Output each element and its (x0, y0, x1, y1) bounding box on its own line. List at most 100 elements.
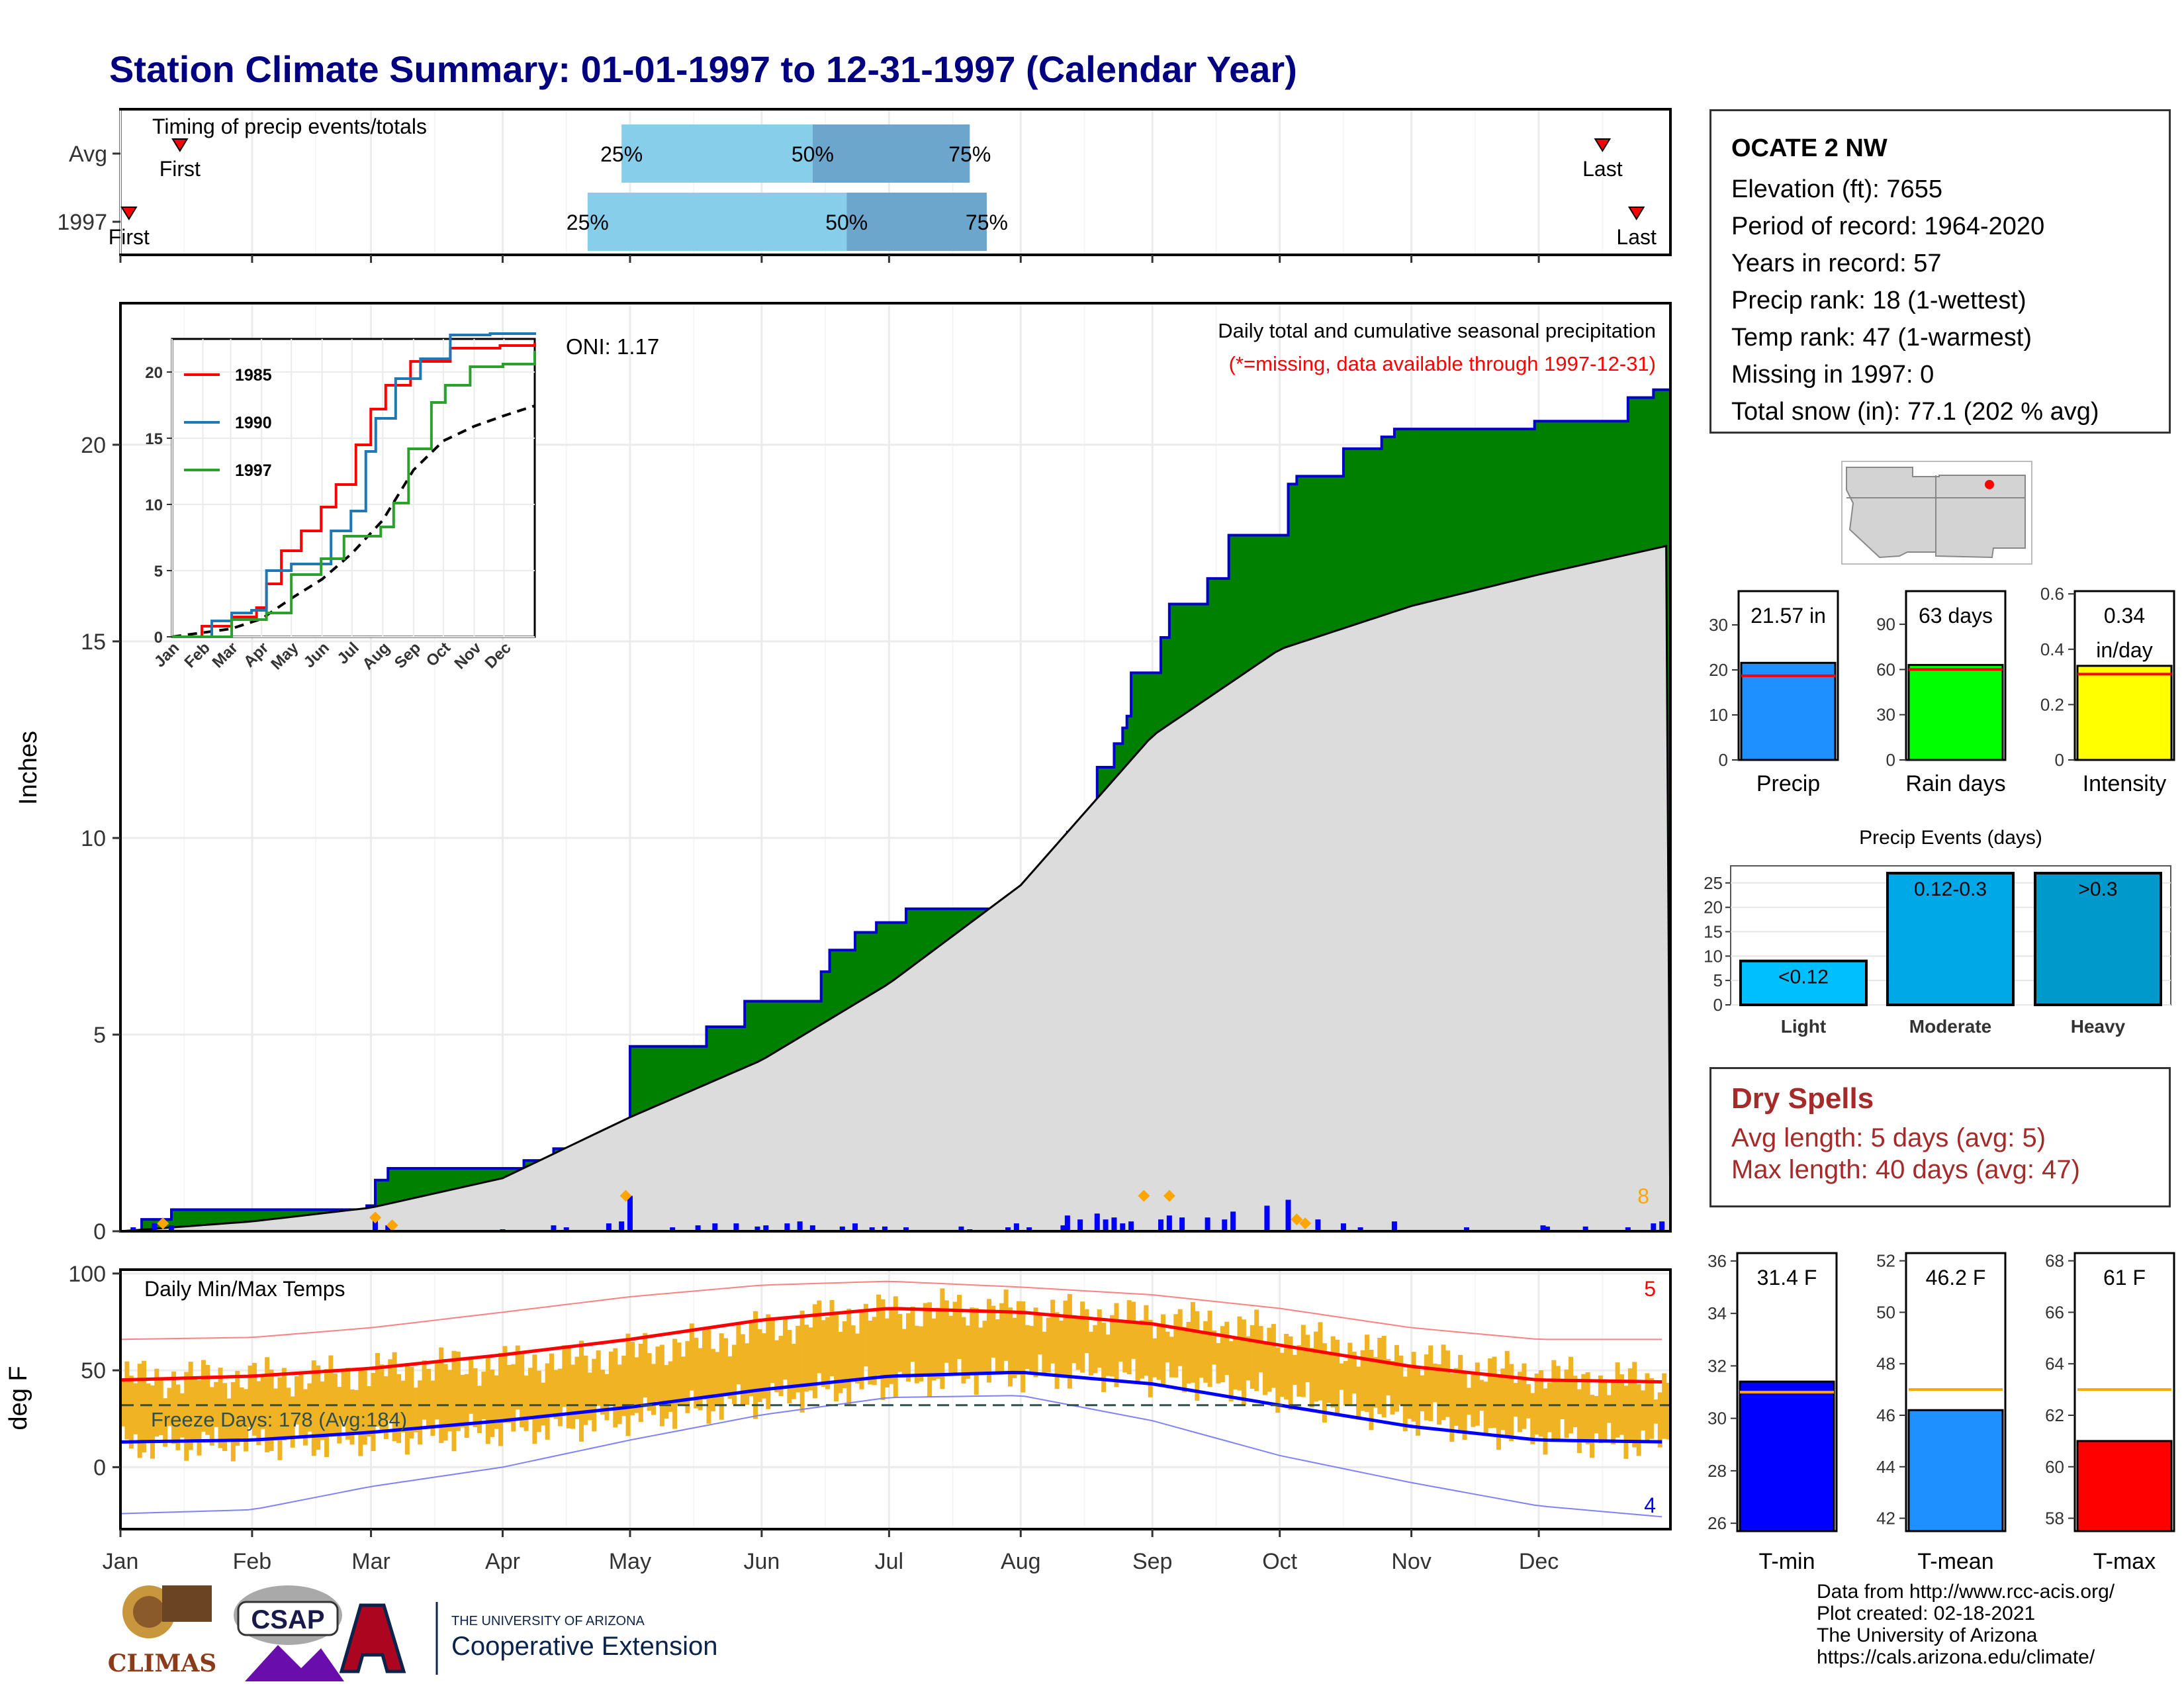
avg-min-line (120, 1370, 1662, 1444)
csap-mountains (245, 1645, 344, 1681)
daily-temp-bar (1335, 1339, 1340, 1415)
main-title: Daily total and cumulative seasonal prec… (1218, 319, 1656, 342)
timing-q50-label: 50% (825, 211, 868, 234)
daily-precip-bar (1026, 1227, 1032, 1231)
daily-temp-bar (434, 1361, 439, 1420)
precip-rain-days-axis-label: Rain days (1905, 771, 2005, 796)
daily-precip-bar (869, 1227, 875, 1231)
daily-temp-bar (511, 1364, 516, 1432)
daily-temp-bar (226, 1398, 232, 1440)
credit-line: The University of Arizona (1817, 1624, 2038, 1646)
daily-temp-bar (158, 1378, 163, 1436)
daily-temp-bar (307, 1383, 312, 1432)
daily-temp-bar (668, 1361, 673, 1412)
daily-temp-bar (1199, 1331, 1204, 1378)
inset-legend-label: 1997 (235, 461, 272, 480)
daily-temp-bar (553, 1370, 559, 1419)
credit-line: https://cals.arizona.edu/climate/ (1817, 1646, 2095, 1668)
daily-temp-bar (1351, 1352, 1357, 1394)
daily-temp-bar (1008, 1307, 1013, 1387)
daily-temp-bar (188, 1362, 193, 1450)
daily-temp-bar (1314, 1331, 1319, 1402)
daily-temp-bar (1615, 1362, 1620, 1438)
daily-temp-bar (1233, 1338, 1238, 1389)
inset-legend-label: 1985 (235, 366, 272, 385)
daily-temp-bar (940, 1288, 945, 1389)
daily-temp-bar (1666, 1383, 1671, 1440)
inset-y-tick-label: 15 (145, 430, 163, 448)
temp-t-mean-panel: 42 44 46 48 50 52 46.2 F T-mean (1876, 1251, 2007, 1574)
daily-temp-bar (791, 1344, 796, 1399)
daily-precip-bar (1103, 1219, 1109, 1231)
daily-temp-bar (859, 1311, 864, 1389)
precip-rain-days-bar (1907, 664, 2004, 761)
daily-temp-bar (1033, 1307, 1038, 1378)
daily-temp-bar (1271, 1324, 1276, 1388)
daily-temp-bar (694, 1337, 699, 1409)
temp-t-max-value-label: 61 F (2103, 1266, 2146, 1289)
daily-temp-bar (239, 1387, 244, 1438)
daily-temp-bar (244, 1389, 249, 1452)
daily-temp-bar (1212, 1331, 1217, 1365)
inset-y-tick-label: 5 (154, 563, 163, 581)
daily-temp-bar (1024, 1325, 1030, 1370)
daily-temp-bar (1402, 1376, 1408, 1432)
daily-temp-bar (702, 1330, 707, 1400)
daily-temp-bar (1420, 1375, 1425, 1411)
daily-temp-bar (1641, 1390, 1646, 1430)
daily-temp-bar (1564, 1369, 1569, 1438)
daily-temp-bar (494, 1375, 499, 1429)
precip-intensity-tick-label: 0.2 (2040, 694, 2064, 714)
page-title: Station Climate Summary: 01-01-1997 to 1… (109, 48, 1297, 90)
daily-temp-bar (638, 1343, 643, 1423)
daily-temp-bar (1250, 1325, 1255, 1389)
daily-temp-bar (736, 1325, 741, 1385)
daily-temp-bar (345, 1368, 351, 1440)
daily-precip-bar (958, 1226, 964, 1231)
daily-temp-bar (1075, 1319, 1081, 1370)
daily-temp-bar (1569, 1356, 1574, 1434)
climas-emblem-inner (133, 1596, 165, 1628)
daily-temp-bar (850, 1325, 856, 1382)
daily-temp-bar (358, 1368, 363, 1456)
timing-last-label: Last (1616, 225, 1657, 249)
daily-temp-bar (418, 1380, 423, 1445)
daily-temp-bar (1135, 1323, 1140, 1384)
precip-precip-tick-label: 30 (1709, 615, 1728, 635)
daily-temp-bar (583, 1355, 588, 1425)
daily-temp-bar (541, 1382, 546, 1426)
daily-temp-bar (142, 1360, 147, 1453)
main-y-tick-label: 15 (81, 630, 106, 655)
daily-temp-bar (324, 1369, 330, 1458)
temp-t-max-panel: 58 60 62 64 66 68 61 F T-max (2045, 1251, 2175, 1574)
daily-temp-bar (460, 1374, 465, 1428)
daily-precip-bar (1340, 1223, 1346, 1231)
daily-temp-bar (1279, 1352, 1285, 1397)
daily-temp-bar (1543, 1388, 1548, 1455)
daily-temp-bar (218, 1368, 223, 1448)
temp-t-min-tick-label: 28 (1707, 1461, 1727, 1481)
daily-temp-bar (1267, 1327, 1272, 1392)
daily-temp-bar (1369, 1350, 1374, 1430)
month-axis: Jan Feb Mar Apr May Jun Jul Aug Sep Oct Nov Dec (103, 1529, 1559, 1574)
timing-q25-label: 25% (600, 142, 643, 166)
events-tick-label: 10 (1704, 946, 1723, 966)
temp-means-bars: 26 28 30 32 34 36 31.4 F T-min 42 44 46 48 50 52 46.2 … (1707, 1251, 2175, 1574)
daily-temp-bar (1003, 1289, 1009, 1361)
temp-t-mean-bar (1907, 1409, 2004, 1532)
daily-temp-bar (592, 1358, 597, 1432)
daily-precip-bar (627, 1196, 633, 1231)
precip-intensity-tick-label: 0.4 (2040, 639, 2064, 659)
temp-t-min-panel: 26 28 30 32 34 36 31.4 F T-min (1707, 1251, 1838, 1574)
temp-t-min-tick-label: 34 (1707, 1303, 1727, 1323)
temp-t-mean-axis-label: T-mean (1917, 1549, 1993, 1574)
precip-events-chart: Precip Events (days) 0 5 10 15 20 25 <0.12 Light… (1704, 827, 2171, 1037)
inset-series-line-1997 (172, 351, 536, 638)
daily-temp-bar (455, 1351, 461, 1431)
daily-temp-bar (1509, 1364, 1514, 1442)
daily-temp-bar (978, 1327, 983, 1375)
daily-temp-bar (1101, 1323, 1107, 1392)
daily-temp-bar (782, 1319, 788, 1380)
daily-temp-bar (1386, 1358, 1391, 1395)
precip-rain-days-tick-label: 60 (1876, 659, 1895, 679)
